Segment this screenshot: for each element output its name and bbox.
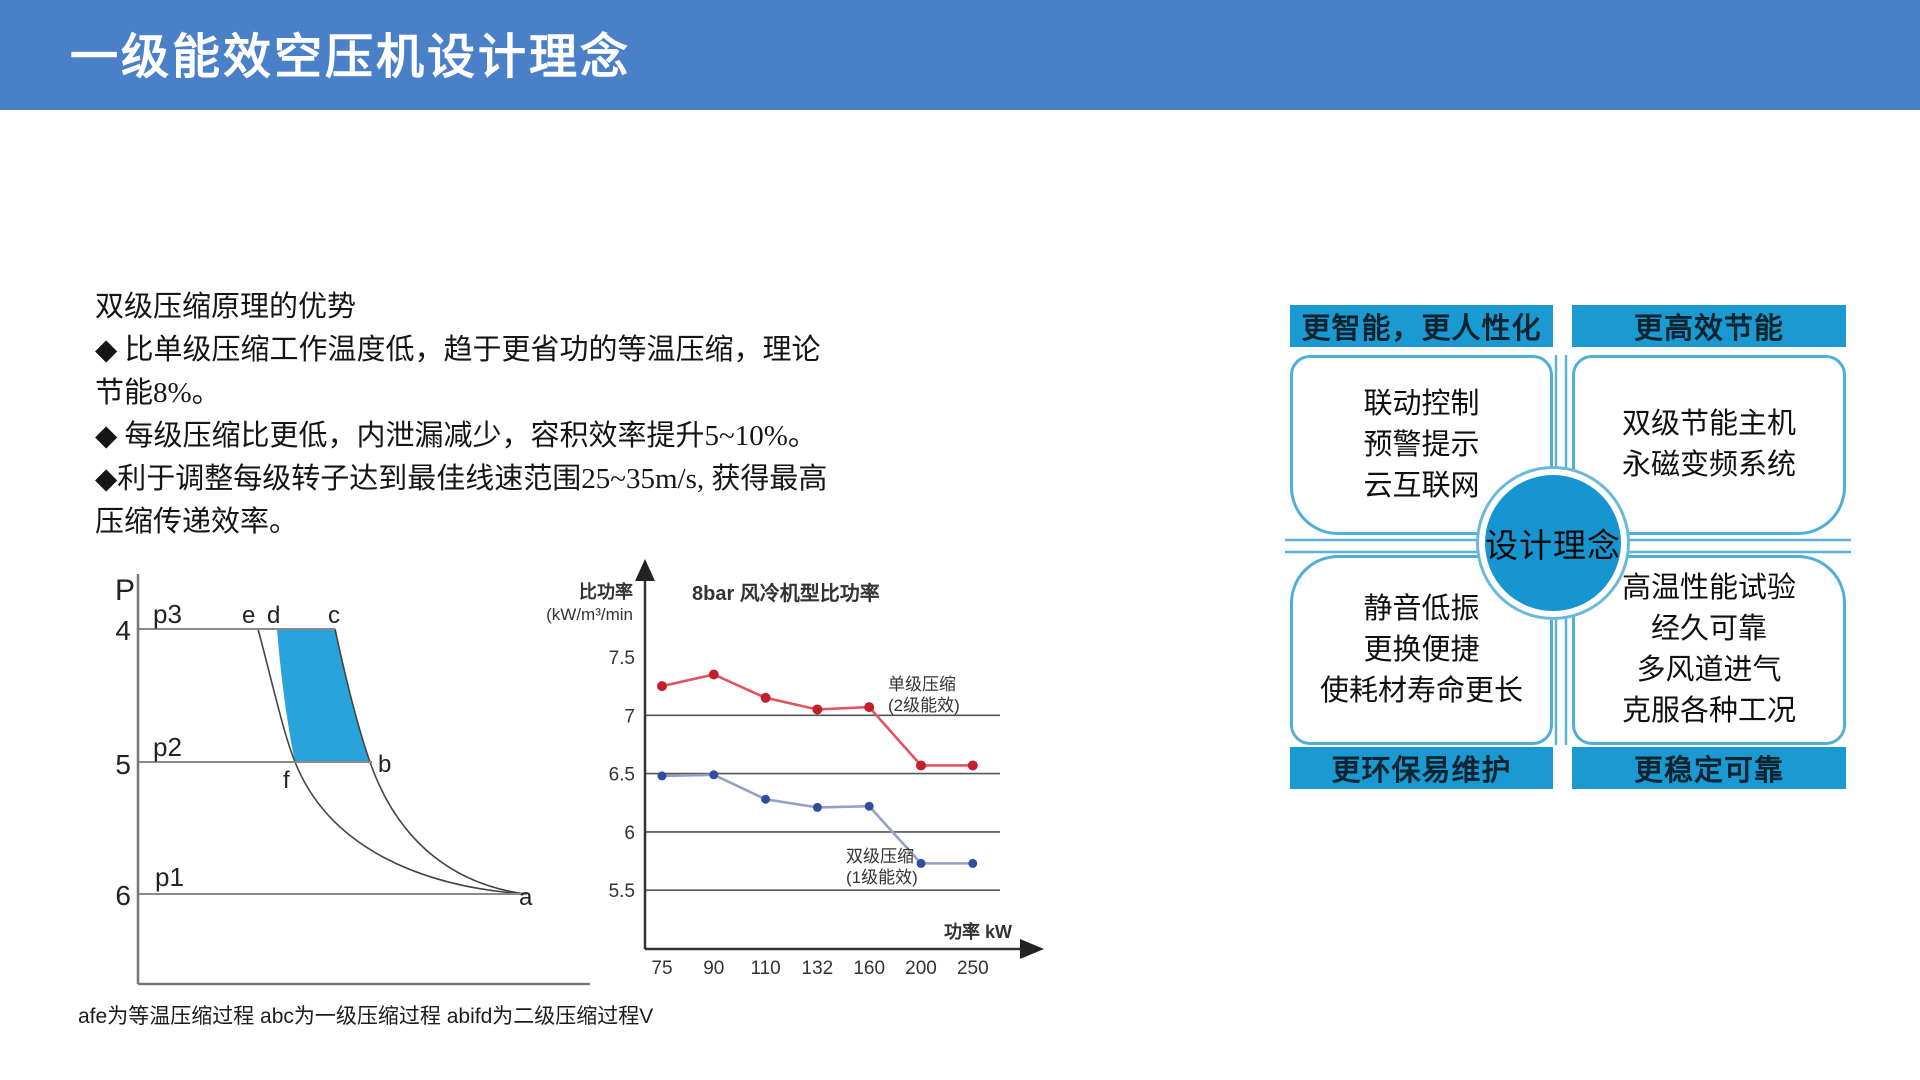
quadrant-line: 静音低振 bbox=[1363, 592, 1480, 625]
series-label-single-stage-line1: 单级压缩 bbox=[888, 675, 956, 694]
quadrant-line: 更换便捷 bbox=[1363, 633, 1480, 666]
quadrant-header-stable: 更稳定可靠 bbox=[1572, 747, 1846, 789]
quadrant-header-eco: 更环保易维护 bbox=[1290, 747, 1553, 789]
intro-line: 双级压缩原理的优势 bbox=[95, 291, 357, 323]
data-point bbox=[657, 771, 667, 781]
pv-point-label-a: a bbox=[519, 884, 533, 911]
power-chart: 7.5 7 6.5 6 5.5 75 90 110 132 160 200 250 比功率 (kW/m… bbox=[546, 559, 1044, 979]
pv-footnote: afe为等温压缩过程 abc为一级压缩过程 abifd为二级压缩过程V bbox=[78, 1005, 654, 1028]
slide-title-bar: 一级能效空压机设计理念 bbox=[0, 0, 1920, 110]
intro-line: 节能8%。 bbox=[95, 377, 221, 409]
pv-isobar-label: p3 bbox=[153, 599, 182, 629]
pv-adiabat-curve bbox=[334, 628, 526, 895]
pv-diagram: P 4 5 6 p3 p2 p1 e d c f b a bbox=[115, 574, 590, 986]
data-point bbox=[761, 794, 771, 804]
series-label-two-stage-line2: (1级能效) bbox=[846, 868, 918, 887]
quadrant-header-efficient: 更高效节能 bbox=[1572, 305, 1846, 347]
data-point bbox=[708, 669, 719, 680]
pv-point-label-c: c bbox=[328, 602, 340, 629]
power-chart-title: 8bar 风冷机型比功率 bbox=[692, 581, 880, 605]
quadrant-line: 使耗材寿命更长 bbox=[1319, 674, 1523, 707]
intro-line: 压缩传递效率。 bbox=[95, 506, 299, 538]
pv-ytick: 6 bbox=[115, 880, 131, 911]
y-tick-label: 7.5 bbox=[609, 648, 635, 669]
x-tick-label: 75 bbox=[651, 958, 672, 979]
quadrant-header-smart: 更智能，更人性化 bbox=[1290, 305, 1553, 347]
power-chart-xlabel: 功率 kW bbox=[944, 921, 1012, 942]
x-tick-label: 90 bbox=[703, 958, 724, 979]
pv-point-label-d: d bbox=[267, 602, 280, 629]
pv-saved-work-region bbox=[277, 629, 370, 762]
quadrant-line: 高温性能试验 bbox=[1621, 572, 1796, 604]
pv-isobar-label: p2 bbox=[153, 732, 182, 762]
x-tick-label: 200 bbox=[905, 958, 937, 979]
data-point bbox=[812, 802, 822, 812]
power-chart-ylabel-line1: 比功率 bbox=[579, 581, 633, 602]
y-tick-label: 6.5 bbox=[609, 765, 635, 786]
data-point bbox=[709, 770, 719, 780]
pv-isotherm-curve bbox=[257, 628, 526, 895]
data-point bbox=[967, 760, 978, 771]
data-point bbox=[657, 681, 667, 692]
quadrant-line: 永磁变频系统 bbox=[1621, 449, 1796, 481]
page-title: 一级能效空压机设计理念 bbox=[70, 31, 632, 84]
x-tick-label: 160 bbox=[853, 958, 885, 979]
power-chart-ylabel-line2: (kW/m³/min bbox=[546, 605, 633, 624]
quadrant-box-stable: 高温性能试验 经久可靠 多风道进气 克服各种工况 bbox=[1572, 555, 1846, 745]
data-point bbox=[864, 702, 875, 713]
power-chart-tick-labels: 7.5 7 6.5 6 5.5 75 90 110 132 160 200 250 bbox=[609, 648, 989, 979]
power-chart-y-arrow-icon bbox=[635, 559, 655, 581]
pv-ytick: 4 bbox=[115, 615, 131, 646]
quadrant-line: 双级节能主机 bbox=[1621, 408, 1796, 440]
data-point bbox=[760, 692, 771, 703]
y-tick-label: 5.5 bbox=[609, 881, 635, 902]
quadrant-line: 多风道进气 bbox=[1636, 654, 1782, 686]
pv-ytick: 5 bbox=[115, 749, 131, 780]
power-chart-series bbox=[657, 669, 978, 868]
intro-text-block: 双级压缩原理的优势 ◆ 比单级压缩工作温度低，趋于更省功的等温压缩，理论 节能8… bbox=[95, 286, 995, 544]
quadrant-line: 预警提示 bbox=[1363, 428, 1480, 461]
x-tick-label: 132 bbox=[802, 958, 834, 979]
quadrant-line: 克服各种工况 bbox=[1621, 695, 1796, 727]
series-line bbox=[661, 773, 973, 865]
data-point bbox=[916, 858, 926, 868]
quadrant-line: 云互联网 bbox=[1363, 469, 1480, 502]
y-tick-label: 7 bbox=[624, 706, 635, 727]
quadrant-line: 联动控制 bbox=[1363, 387, 1480, 420]
quadrant-line: 经久可靠 bbox=[1650, 613, 1767, 645]
pv-point-label-b: b bbox=[378, 751, 391, 778]
data-point bbox=[864, 801, 874, 811]
series-label-single-stage-line2: (2级能效) bbox=[888, 696, 960, 715]
quadrant-box-efficient: 双级节能主机 永磁变频系统 bbox=[1572, 355, 1846, 535]
intro-line: ◆ 每级压缩比更低，内泄漏减少，容积效率提升5~10%。 bbox=[95, 420, 817, 452]
pv-point-label-f: f bbox=[283, 767, 290, 794]
data-point bbox=[968, 858, 978, 868]
design-concept-map: 更智能，更人性化 联动控制 预警提示 云互联网 更高效节能 双级节能主机 永磁变… bbox=[1285, 300, 1851, 792]
power-chart-x-arrow-icon bbox=[1020, 939, 1044, 959]
pv-isobar-label: p1 bbox=[155, 862, 184, 892]
x-tick-label: 250 bbox=[957, 958, 989, 979]
data-point bbox=[916, 760, 926, 771]
series-label-two-stage-line1: 双级压缩 bbox=[846, 847, 914, 866]
y-tick-label: 6 bbox=[624, 823, 635, 844]
design-center-circle: 设计理念 bbox=[1479, 469, 1627, 617]
pv-axis-label-p: P bbox=[115, 574, 135, 607]
intro-line: ◆利于调整每级转子达到最佳线速范围25~35m/s, 获得最高 bbox=[95, 463, 828, 495]
x-tick-label: 110 bbox=[750, 958, 780, 979]
intro-line: ◆ 比单级压缩工作温度低，趋于更省功的等温压缩，理论 bbox=[95, 334, 821, 366]
data-point bbox=[812, 704, 823, 715]
pv-point-label-e: e bbox=[242, 602, 255, 629]
power-chart-gridlines bbox=[645, 714, 1000, 892]
